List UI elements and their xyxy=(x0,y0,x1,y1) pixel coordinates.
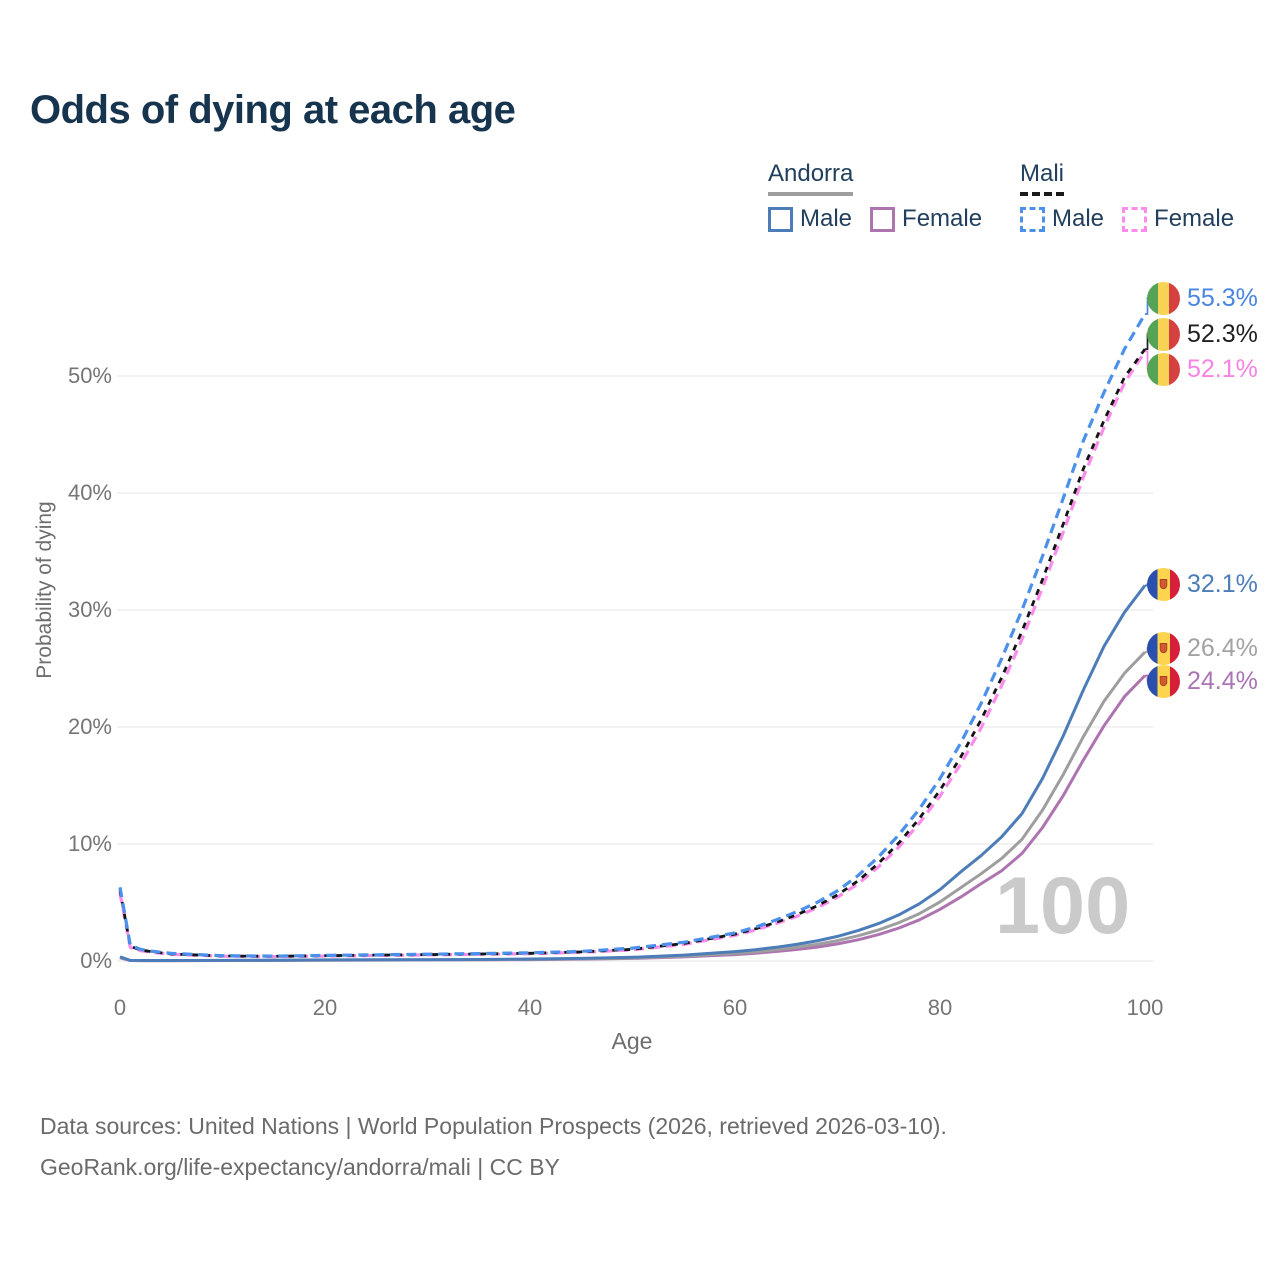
legend-item-label: Male xyxy=(1052,205,1105,232)
legend-swatch xyxy=(1020,206,1045,232)
x-axis-label: Age xyxy=(611,1028,653,1054)
series-line xyxy=(118,313,1147,958)
end-label-value: 26.4% xyxy=(1187,633,1258,662)
legend-swatch xyxy=(1122,206,1148,232)
andorra-flag-icon xyxy=(1147,631,1180,665)
age-watermark: 100 xyxy=(995,861,1131,951)
legend-item-label: Female xyxy=(1154,205,1235,232)
legend-item-label: Male xyxy=(800,205,853,232)
end-label-value: 52.3% xyxy=(1187,319,1258,348)
x-tick: 100 xyxy=(1126,995,1164,1020)
y-tick: 50% xyxy=(67,363,112,388)
end-label-value: 32.1% xyxy=(1187,569,1258,598)
y-tick: 0% xyxy=(80,948,112,973)
andorra-flag-icon xyxy=(1147,664,1180,698)
end-label-row: 32.1% xyxy=(1147,567,1258,601)
end-label-value: 24.4% xyxy=(1187,666,1258,695)
x-tick: 60 xyxy=(722,995,748,1020)
end-label-value: 52.1% xyxy=(1187,354,1258,383)
end-label-value: 55.3% xyxy=(1187,283,1258,312)
end-label-row: 52.1% xyxy=(1147,352,1258,386)
x-tick: 20 xyxy=(312,995,338,1020)
y-tick: 30% xyxy=(67,597,112,622)
data-source-line: Data sources: United Nations | World Pop… xyxy=(40,1113,947,1139)
legend-row: Male Female xyxy=(1020,205,1234,233)
legend-country: Andorra xyxy=(768,160,854,196)
legend-group: Andorra Male Female xyxy=(768,160,982,233)
end-label-row: 26.4% xyxy=(1147,631,1258,665)
attribution-line: GeoRank.org/life-expectancy/andorra/mali… xyxy=(40,1154,560,1180)
end-label-row: 52.3% xyxy=(1147,317,1258,351)
legend-row: Male Female xyxy=(768,205,982,233)
mali-flag-icon xyxy=(1147,281,1180,315)
end-label-row: 24.4% xyxy=(1147,664,1258,698)
y-tick: 40% xyxy=(67,480,112,505)
y-axis-label: Probability of dying xyxy=(33,501,56,679)
series-line xyxy=(119,584,1147,962)
series-line xyxy=(119,651,1147,963)
footer: Data sources: United Nations | World Pop… xyxy=(40,1106,947,1188)
end-label-row: 55.3% xyxy=(1147,281,1258,315)
x-tick: 40 xyxy=(517,995,543,1020)
legend-item-label: Female xyxy=(902,205,983,232)
x-tick: 0 xyxy=(113,995,127,1020)
mali-flag-icon xyxy=(1147,352,1180,386)
series-line xyxy=(119,674,1147,963)
page-title: Odds of dying at each age xyxy=(30,88,516,132)
legend-swatch xyxy=(768,206,793,232)
mali-flag-icon xyxy=(1147,317,1180,351)
x-tick: 80 xyxy=(927,995,953,1020)
legend-swatch xyxy=(870,206,896,232)
andorra-flag-icon xyxy=(1147,567,1180,601)
y-tick: 10% xyxy=(67,831,112,856)
legend-country: Mali xyxy=(1020,160,1065,196)
legend-group: Mali Male Female xyxy=(1020,160,1234,233)
y-tick: 20% xyxy=(67,714,112,739)
